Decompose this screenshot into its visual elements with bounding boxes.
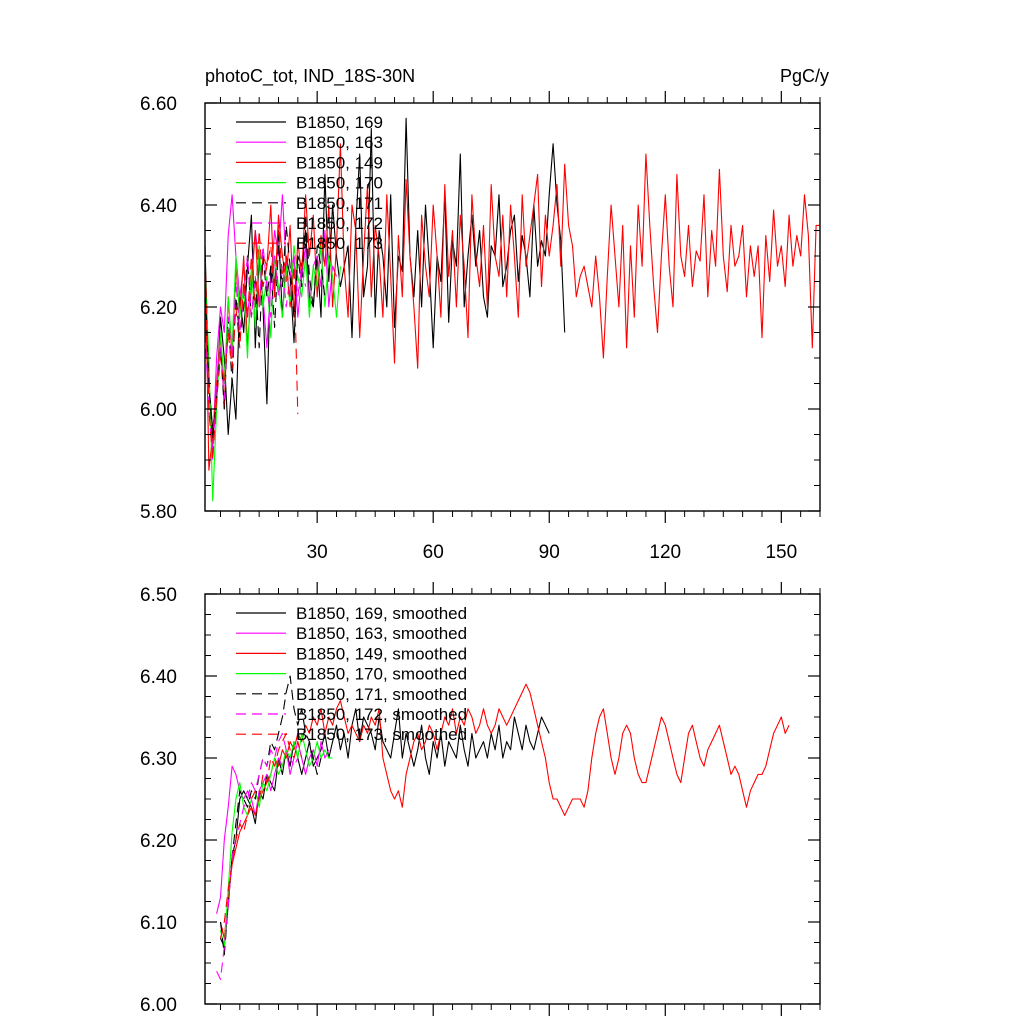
y-tick-label: 6.30: [140, 749, 177, 770]
series-line-4: [219, 732, 333, 948]
figure-units: PgC/y: [780, 66, 829, 86]
legend-entry: B1850, 173: [296, 234, 383, 253]
x-tick-label: 60: [423, 542, 444, 563]
legend-entry: B1850, 163, smoothed: [296, 624, 467, 643]
y-tick-label: 6.40: [140, 667, 177, 688]
series-line-1: [205, 117, 566, 436]
legend-entry: B1850, 170, smoothed: [296, 665, 467, 684]
y-tick-label: 6.10: [140, 913, 177, 934]
y-tick-label: 5.80: [140, 502, 177, 523]
x-tick-label: 150: [765, 542, 797, 563]
x-tick-label: 120: [649, 542, 681, 563]
y-tick-label: 6.60: [140, 94, 177, 115]
legend-entry: B1850, 149, smoothed: [296, 644, 467, 663]
top-panel: 5.80 6.00 6.20 6.40 6.60 30 60 90 120 150 B1850, 1…: [140, 91, 821, 563]
x-tick-label: 90: [539, 542, 560, 563]
series-group: [205, 117, 820, 502]
y-tick-label: 6.50: [140, 585, 177, 606]
series-line-3: [219, 683, 790, 939]
series-line-3: [205, 143, 820, 471]
figure-title: photoC_tot, IND_18S-30N: [205, 66, 415, 87]
legend-entry: B1850, 149: [296, 153, 383, 172]
series-line-2: [205, 194, 338, 451]
legend-entry: B1850, 170: [296, 174, 383, 193]
y-tick-label: 6.00: [140, 995, 177, 1016]
legend-entry: B1850, 172, smoothed: [296, 705, 467, 724]
legend-entry: B1850, 171, smoothed: [296, 685, 467, 704]
series-line-5: [219, 675, 322, 956]
legend-entry: B1850, 169, smoothed: [296, 604, 467, 623]
y-tick-label: 6.20: [140, 831, 177, 852]
legend-entry: B1850, 172: [296, 214, 383, 233]
y-tick-label: 6.20: [140, 298, 177, 319]
series-line-1: [220, 708, 550, 948]
series-line-6: [216, 732, 299, 980]
series-line-7: [205, 224, 299, 461]
y-tick-label: 6.00: [140, 400, 177, 421]
x-tick-label: 30: [307, 542, 328, 563]
legend-entry: B1850, 171: [296, 194, 383, 213]
series-line-7: [219, 732, 303, 939]
legend-entry: B1850, 173, smoothed: [296, 725, 467, 744]
legend-entry: B1850, 169: [296, 113, 383, 132]
series-group: [216, 675, 790, 980]
y-tick-label: 6.40: [140, 196, 177, 217]
bottom-panel: 6.00 6.10 6.20 6.30 6.40 6.50 B1850, 169, smoo…: [140, 582, 821, 1016]
series-line-2: [216, 741, 330, 914]
legend-entry: B1850, 163: [296, 133, 383, 152]
